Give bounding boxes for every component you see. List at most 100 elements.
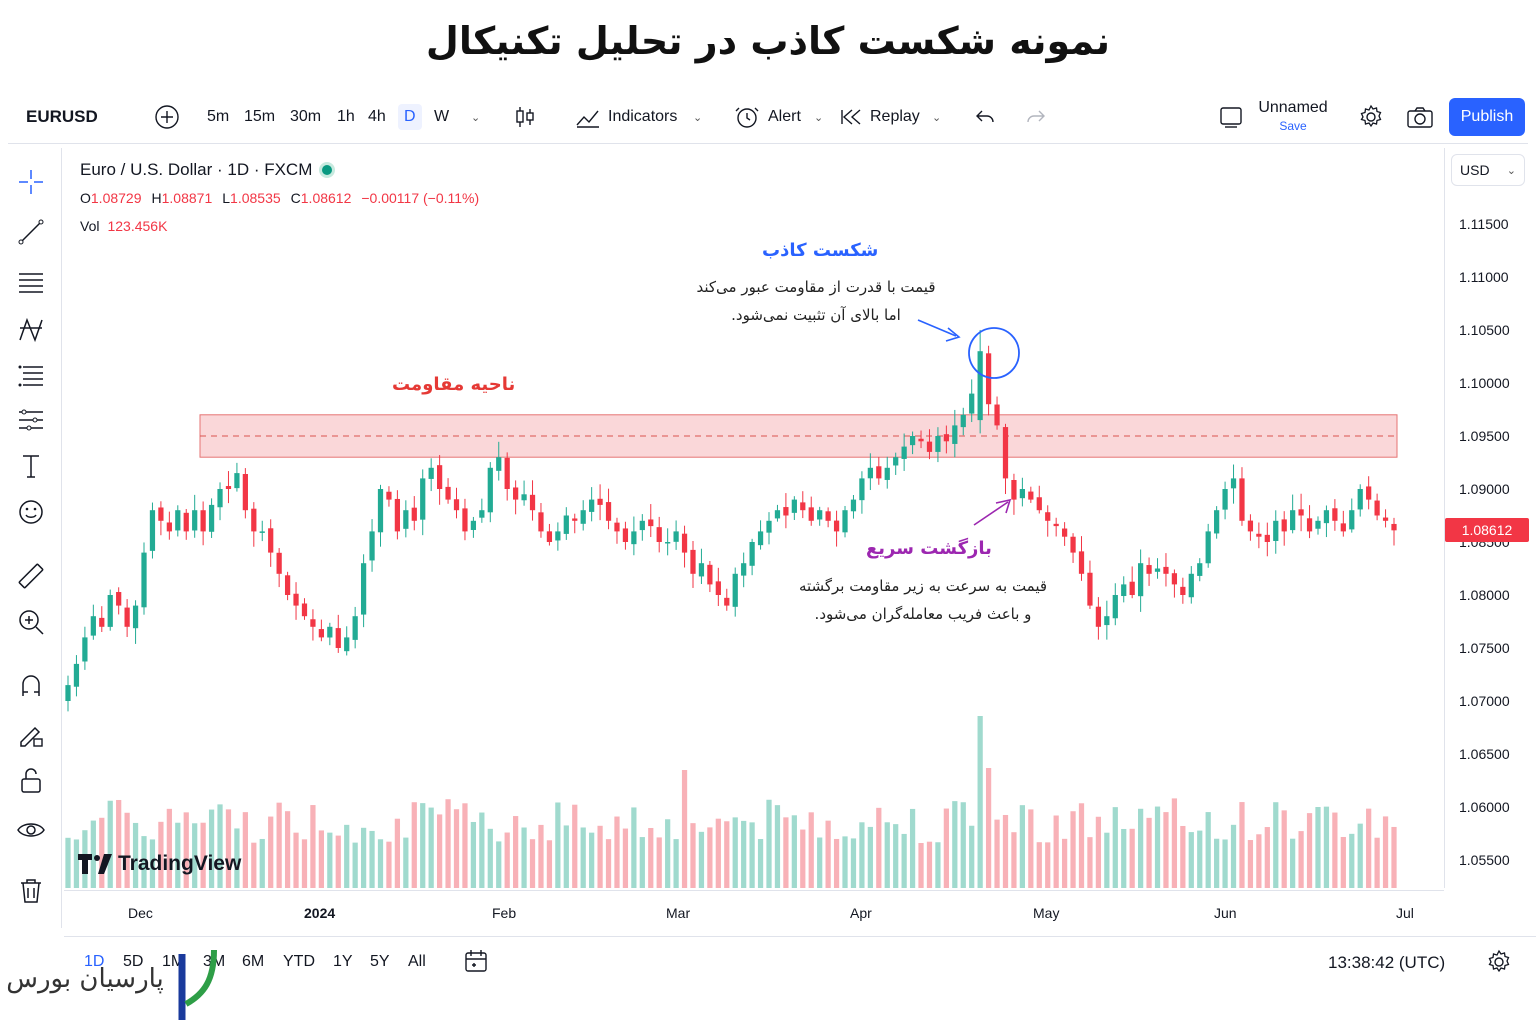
pattern-icon[interactable]: [15, 314, 47, 346]
volume-bar: [99, 817, 105, 888]
candle-body: [1121, 584, 1127, 597]
volume-bar: [1357, 823, 1363, 888]
candle-body: [648, 519, 654, 527]
undo-icon[interactable]: [974, 90, 996, 144]
candle-body: [1230, 478, 1237, 489]
volume-bar: [1028, 809, 1034, 888]
clock[interactable]: 13:38:42 (UTC): [1328, 953, 1446, 972]
interval-5m[interactable]: 5m: [207, 108, 230, 125]
indicators-button[interactable]: Indicators: [608, 108, 678, 125]
tradingview-logo: TradingView: [78, 852, 241, 876]
interval-4h[interactable]: 4h: [368, 108, 386, 125]
replay-dropdown-icon[interactable]: ⌄: [932, 111, 942, 124]
candle-body: [327, 626, 333, 638]
candle-body: [513, 487, 519, 500]
candle-body: [842, 510, 848, 533]
zoom-in-icon[interactable]: [15, 606, 47, 638]
indicators-icon[interactable]: [575, 90, 601, 144]
alert-dropdown-icon[interactable]: ⌄: [814, 111, 824, 124]
candle-body: [1340, 523, 1346, 532]
candle-body: [555, 531, 561, 541]
candle-type-icon[interactable]: [514, 90, 536, 144]
replay-button[interactable]: Replay: [870, 108, 920, 125]
layout-icon[interactable]: [1218, 90, 1244, 144]
candle-body: [403, 510, 409, 529]
volume-bar: [597, 825, 603, 888]
settings-gear-icon[interactable]: [1358, 90, 1384, 144]
resistance-zone-layer: [199, 414, 1398, 458]
candle-body: [225, 486, 232, 489]
price-tick-label: 1.07500: [1459, 640, 1510, 656]
volume-bar: [1180, 825, 1186, 888]
lock-drawing-icon[interactable]: [15, 718, 47, 750]
candle-body: [1315, 520, 1321, 529]
magnet-icon[interactable]: [15, 670, 47, 702]
indicators-dropdown-icon[interactable]: ⌄: [693, 111, 703, 124]
horizontal-lines-icon[interactable]: [15, 266, 47, 298]
volume-bar: [1340, 836, 1346, 888]
range-all[interactable]: All: [408, 953, 426, 970]
candle-body: [1374, 500, 1380, 516]
range-5d[interactable]: 5D: [123, 953, 144, 970]
volume-bar: [166, 808, 172, 888]
replay-icon[interactable]: [840, 90, 862, 144]
emoji-icon[interactable]: [15, 496, 47, 528]
range-1y[interactable]: 1Y: [333, 953, 353, 970]
price-axis[interactable]: USD ⌄ 1.11500 1.11000 1.10500 1.10000 1.0950…: [1444, 148, 1536, 888]
symbol-search[interactable]: EURUSD: [26, 107, 98, 126]
candle-body: [208, 504, 215, 532]
interval-d[interactable]: D: [398, 90, 422, 144]
candle-body: [690, 549, 696, 574]
volume-bar: [926, 841, 933, 888]
interval-15m[interactable]: 15m: [244, 108, 276, 125]
range-1d[interactable]: 1D: [84, 953, 105, 970]
alert-button[interactable]: Alert: [768, 108, 801, 125]
ruler-icon[interactable]: [15, 560, 47, 592]
price-chart[interactable]: [64, 148, 1444, 888]
volume-bar: [774, 805, 781, 888]
candle-body: [1323, 510, 1330, 524]
interval-w[interactable]: W: [434, 108, 450, 125]
save-link[interactable]: Save: [1279, 119, 1307, 133]
volume-bar: [284, 811, 291, 888]
candle-body: [597, 498, 603, 505]
chart-settings-gear-icon[interactable]: [1486, 949, 1512, 975]
volume-bar: [183, 812, 189, 888]
candle-body: [876, 466, 882, 479]
goto-date-icon[interactable]: [464, 949, 488, 975]
fib-icon[interactable]: [15, 360, 47, 392]
trend-line-icon[interactable]: [15, 216, 47, 248]
eye-icon[interactable]: [15, 814, 47, 846]
currency-selector[interactable]: USD ⌄: [1451, 154, 1525, 186]
alert-icon[interactable]: [734, 90, 760, 144]
legend-title[interactable]: Euro / U.S. Dollar · 1D · FXCM: [80, 160, 313, 179]
close-value: 1.08612: [300, 190, 352, 206]
interval-1h[interactable]: 1h: [337, 108, 355, 125]
volume-bar: [436, 814, 443, 888]
candle-body: [994, 404, 1000, 426]
interval-dropdown-icon[interactable]: ⌄: [471, 111, 481, 124]
camera-icon[interactable]: [1406, 90, 1434, 144]
layout-name[interactable]: Unnamed Save: [1248, 99, 1338, 135]
range-6m[interactable]: 6M: [242, 953, 265, 970]
text-tool-icon[interactable]: [15, 450, 47, 482]
add-symbol-icon[interactable]: [154, 90, 180, 144]
publish-button[interactable]: Publish: [1449, 98, 1525, 136]
measure-lines-icon[interactable]: [15, 404, 47, 436]
candle-body: [1366, 486, 1372, 500]
volume-bar: [242, 812, 248, 888]
crosshair-icon[interactable]: [15, 166, 47, 198]
interval-30m[interactable]: 30m: [290, 108, 322, 125]
redo-icon[interactable]: [1025, 90, 1047, 144]
range-ytd[interactable]: YTD: [283, 953, 315, 970]
trash-icon[interactable]: [15, 874, 47, 906]
range-5y[interactable]: 5Y: [370, 953, 390, 970]
candle-body: [893, 457, 899, 466]
candle-body: [158, 507, 164, 521]
volume-bar: [943, 808, 949, 888]
time-axis[interactable]: Dec 2024 Feb Mar Apr May Jun Jul: [64, 890, 1444, 934]
unlock-icon[interactable]: [15, 764, 47, 796]
volume-bar: [960, 802, 966, 888]
volume-bar: [208, 809, 215, 888]
candle-body: [580, 510, 586, 524]
